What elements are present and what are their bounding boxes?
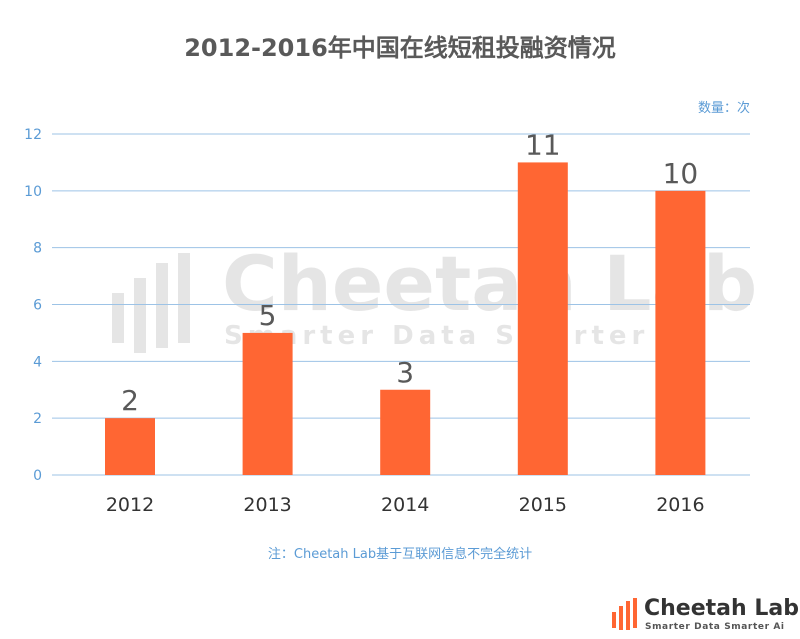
gridlines xyxy=(52,133,750,476)
bar-2013 xyxy=(242,332,293,475)
x-axis-ticks: 2012 2013 2014 2015 2016 xyxy=(106,494,705,516)
data-label-2016: 10 xyxy=(663,157,699,190)
bar-2015 xyxy=(517,162,568,475)
bar-2016 xyxy=(655,190,706,476)
logo-tagline: Smarter Data Smarter Ai xyxy=(645,622,785,632)
bars xyxy=(105,162,706,476)
watermark-tagline: Smarter Data Smarter Ai xyxy=(224,321,703,351)
y-tick-label: 10 xyxy=(24,184,42,200)
data-label-2015: 11 xyxy=(525,128,561,161)
x-tick-label: 2015 xyxy=(519,494,567,516)
bar-2012 xyxy=(105,418,155,475)
x-tick-label: 2014 xyxy=(381,494,429,516)
unit-label: 数量：次 xyxy=(697,101,750,116)
logo-name: Cheetah Lab xyxy=(644,596,799,621)
y-tick-label: 8 xyxy=(33,241,42,257)
x-tick-label: 2016 xyxy=(656,494,704,516)
logo-bars-icon xyxy=(612,598,637,630)
source-note: 注：Cheetah Lab基于互联网信息不完全统计 xyxy=(267,547,533,562)
data-label-2014: 3 xyxy=(396,356,414,389)
x-tick-label: 2013 xyxy=(243,494,291,516)
bar-2014 xyxy=(380,389,431,475)
y-tick-label: 6 xyxy=(33,298,42,314)
data-label-2013: 5 xyxy=(259,299,277,332)
brand-logo: Cheetah Lab Smarter Data Smarter Ai xyxy=(612,596,799,636)
chart-title: 2012-2016年中国在线短租投融资情况 xyxy=(184,34,616,62)
y-tick-label: 2 xyxy=(33,411,42,427)
y-axis-ticks: 0 2 4 6 8 10 12 xyxy=(24,127,42,484)
x-tick-label: 2012 xyxy=(106,494,154,516)
y-tick-label: 4 xyxy=(33,354,42,370)
y-tick-label: 12 xyxy=(24,127,42,143)
watermark-bars-icon xyxy=(112,253,190,353)
data-label-2012: 2 xyxy=(121,384,139,417)
data-labels: 2 5 3 11 10 xyxy=(121,128,698,417)
y-tick-label: 0 xyxy=(33,468,42,484)
